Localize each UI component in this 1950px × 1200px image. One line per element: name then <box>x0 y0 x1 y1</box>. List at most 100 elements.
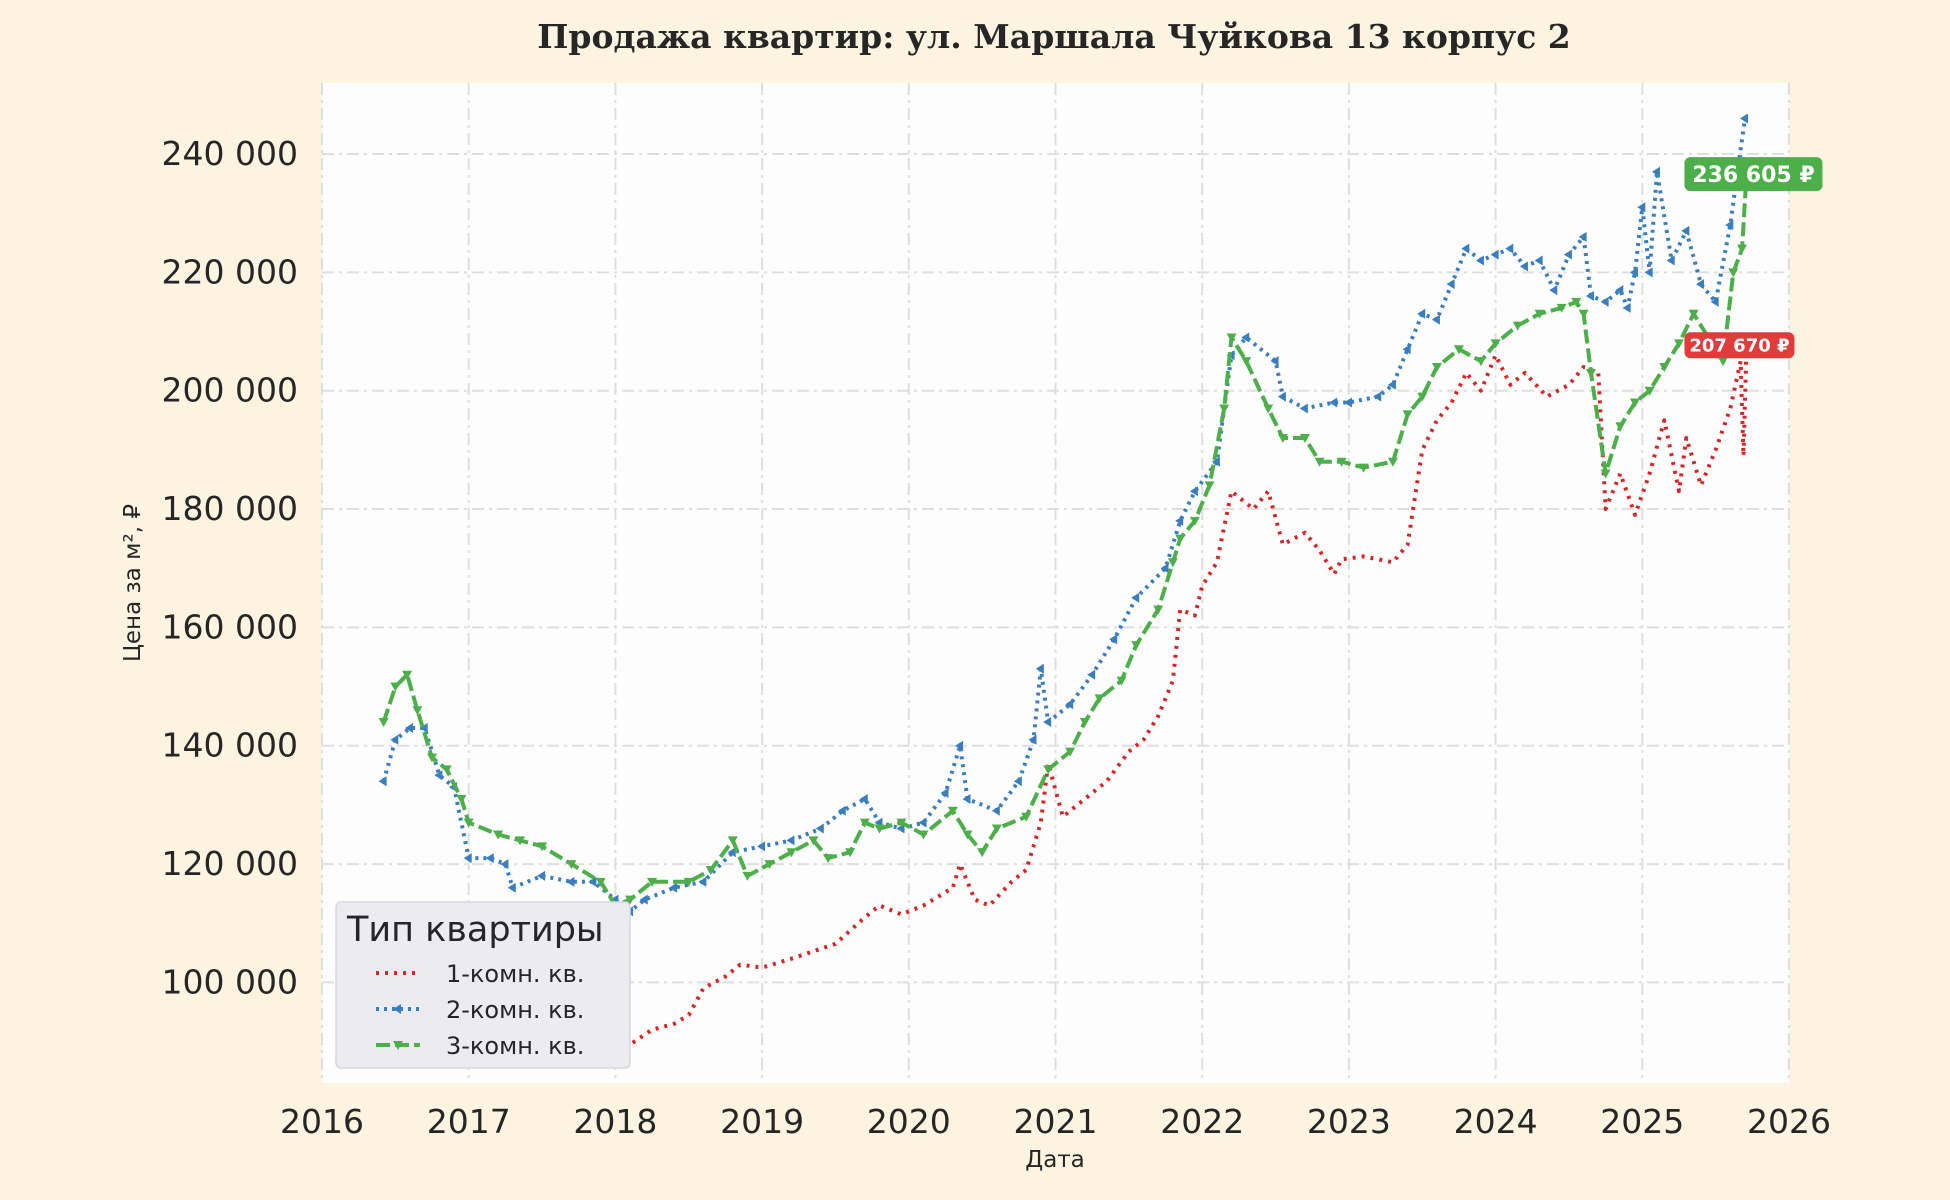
data-point <box>1387 379 1396 390</box>
data-point <box>786 848 797 858</box>
data-point <box>1659 363 1670 373</box>
data-point <box>1035 663 1044 674</box>
data-point <box>1571 297 1582 307</box>
data-point <box>808 836 819 846</box>
data-point <box>1175 534 1186 544</box>
chart-title: Продажа квартир: ул. Маршала Чуйкова 13 … <box>537 17 1571 56</box>
data-point <box>405 722 414 733</box>
data-point <box>1211 456 1220 467</box>
y-tick-label: 160 000 <box>162 607 298 646</box>
x-tick-label: 2016 <box>280 1102 364 1141</box>
data-point <box>1629 267 1638 278</box>
data-point <box>412 706 423 716</box>
x-tick-label: 2025 <box>1600 1102 1684 1141</box>
data-point <box>1534 255 1543 266</box>
x-tick-label: 2021 <box>1014 1102 1098 1141</box>
data-point <box>1373 391 1382 402</box>
data-point <box>1079 718 1090 728</box>
data-point <box>845 848 856 858</box>
data-point <box>1615 422 1626 432</box>
data-point <box>1695 279 1704 290</box>
data-point <box>918 830 929 840</box>
legend-marker <box>393 1041 403 1050</box>
data-point <box>1043 765 1054 775</box>
data-point <box>1710 296 1719 307</box>
data-point <box>1402 410 1413 420</box>
data-point <box>1343 397 1352 408</box>
data-point <box>1446 279 1455 290</box>
data-point <box>1637 202 1646 213</box>
data-point <box>1417 308 1426 319</box>
data-point <box>727 847 736 858</box>
x-tick-label: 2022 <box>1160 1102 1244 1141</box>
data-point <box>1277 391 1286 402</box>
data-point <box>1725 220 1734 231</box>
data-point <box>493 830 504 840</box>
data-point <box>1153 605 1164 615</box>
data-point <box>1299 434 1310 444</box>
data-point <box>1629 398 1640 408</box>
data-point <box>1028 734 1037 745</box>
data-point <box>1563 249 1572 260</box>
data-point <box>507 882 516 893</box>
data-point <box>837 805 846 816</box>
annotation-badge <box>1684 157 1823 192</box>
data-point <box>639 894 648 905</box>
data-point <box>1622 302 1631 313</box>
y-tick-label: 220 000 <box>162 252 298 291</box>
data-point <box>1644 267 1653 278</box>
data-point <box>1336 457 1347 467</box>
data-point <box>1475 255 1484 266</box>
data-point <box>823 854 834 864</box>
y-tick-label: 200 000 <box>162 371 298 410</box>
data-point <box>764 860 775 870</box>
data-point <box>1688 309 1699 319</box>
data-point <box>1189 486 1198 497</box>
y-tick-label: 240 000 <box>162 134 298 173</box>
annotation-label: 236 605 ₽ <box>1692 163 1814 188</box>
data-point <box>1219 404 1230 414</box>
data-point <box>1065 699 1074 710</box>
data-point <box>683 877 694 887</box>
data-point <box>1167 558 1178 568</box>
legend: Тип квартиры 1-комн. кв. 2-комн. кв. 3-ком… <box>335 901 631 1069</box>
data-point <box>1578 231 1587 242</box>
data-point <box>786 835 795 846</box>
x-tick-label: 2019 <box>720 1102 804 1141</box>
data-point <box>1578 309 1589 319</box>
data-point <box>1728 268 1739 278</box>
data-point <box>1453 345 1464 355</box>
data-point <box>1204 481 1215 491</box>
data-point <box>962 793 971 804</box>
y-tick-label: 180 000 <box>162 489 298 528</box>
data-point <box>1402 344 1411 355</box>
data-point <box>1644 386 1655 396</box>
data-point <box>991 805 1000 816</box>
data-point <box>1673 339 1684 349</box>
x-tick-label: 2017 <box>427 1102 511 1141</box>
axis-ticks: 2016 2017 2018 2019 2020 2021 2022 2023 2024 2025… <box>162 134 1831 1141</box>
data-point <box>402 670 413 680</box>
y-axis-label: Цена за м², ₽ <box>120 504 146 662</box>
data-point <box>566 876 575 887</box>
data-point <box>1681 225 1690 236</box>
data-point <box>595 877 606 887</box>
data-point <box>1417 392 1428 402</box>
data-point <box>1534 309 1545 319</box>
data-point <box>1131 592 1140 603</box>
data-point <box>588 876 597 887</box>
data-point <box>896 818 907 828</box>
x-tick-label: 2024 <box>1454 1102 1538 1141</box>
annotation-badge <box>1684 332 1795 359</box>
data-point <box>378 776 387 787</box>
data-point <box>1131 641 1142 651</box>
legend-label: 1-комн. кв. <box>446 960 584 988</box>
y-tick-label: 120 000 <box>162 844 298 883</box>
data-point <box>1739 113 1748 124</box>
annotation-label: 207 670 ₽ <box>1689 335 1789 356</box>
data-point <box>940 788 949 799</box>
x-tick-label: 2023 <box>1307 1102 1391 1141</box>
data-point <box>1087 669 1096 680</box>
data-point <box>991 824 1002 834</box>
grid <box>321 83 1790 1083</box>
